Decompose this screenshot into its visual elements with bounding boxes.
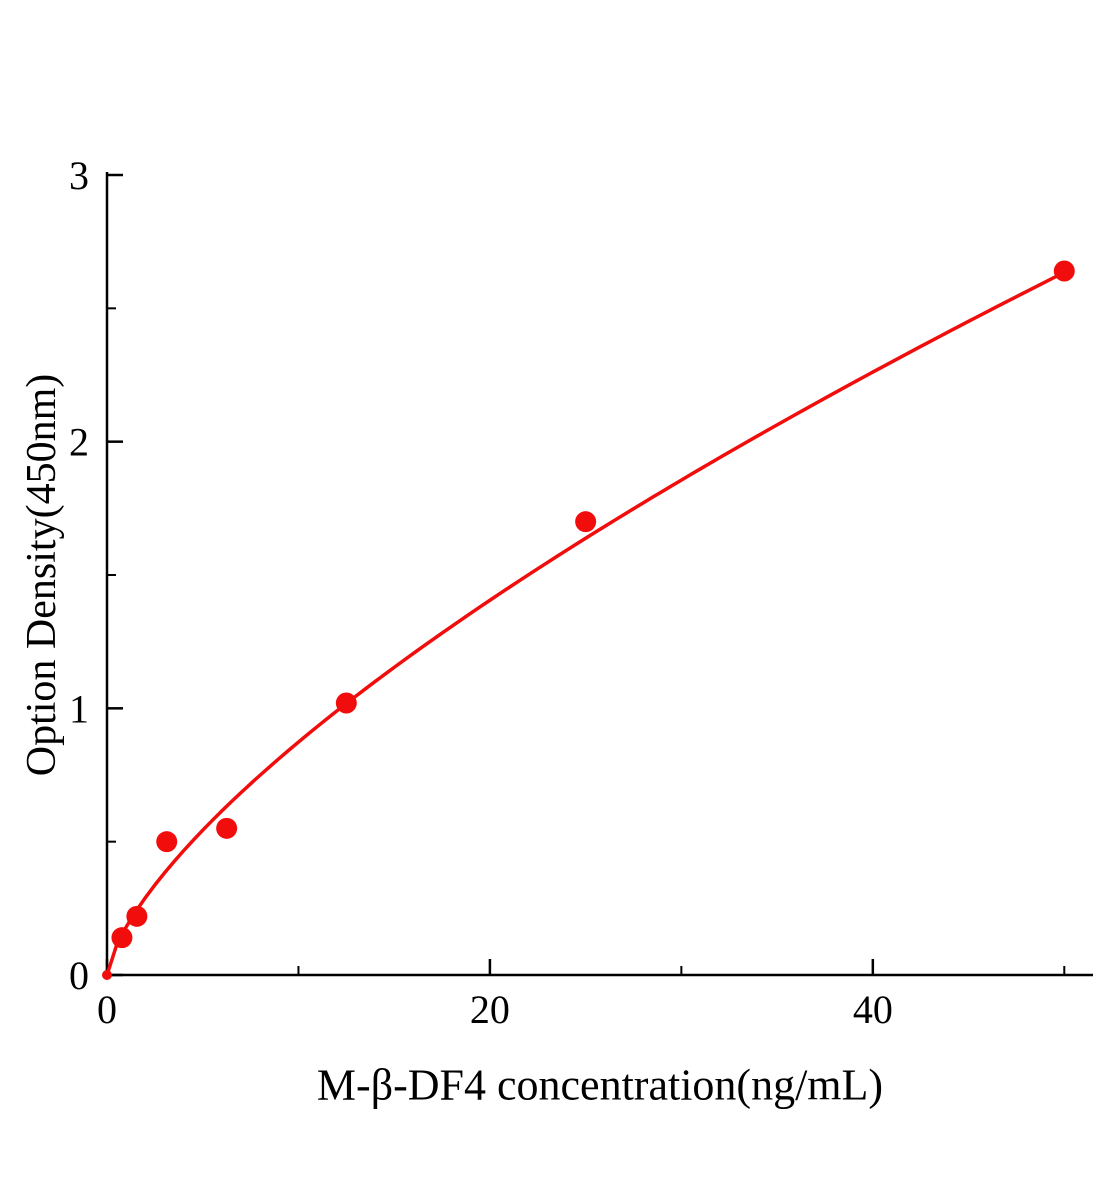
y-tick-label: 0 (69, 953, 89, 998)
y-tick-label: 3 (69, 153, 89, 198)
fit-curve (105, 270, 1067, 977)
data-point (575, 511, 597, 533)
x-tick-label: 20 (470, 987, 510, 1032)
data-point (216, 817, 238, 839)
data-point (156, 831, 178, 853)
data-point (1053, 260, 1075, 282)
data-point (111, 927, 133, 949)
x-tick-label: 40 (853, 987, 893, 1032)
data-point (126, 905, 148, 927)
y-tick-label: 2 (69, 420, 89, 465)
axis-ticks (105, 173, 1066, 977)
x-tick-label: 0 (97, 987, 117, 1032)
tick-labels: 0 20 40 0 1 2 3 (69, 153, 893, 1032)
y-tick-label: 1 (69, 686, 89, 731)
data-point (102, 970, 112, 980)
data-points (102, 260, 1075, 980)
axes (105, 172, 1093, 977)
data-point (335, 692, 357, 714)
y-axis-title: Option Density(450nm) (19, 373, 65, 777)
x-axis-title: M-β-DF4 concentration(ng/mL) (316, 1060, 884, 1110)
